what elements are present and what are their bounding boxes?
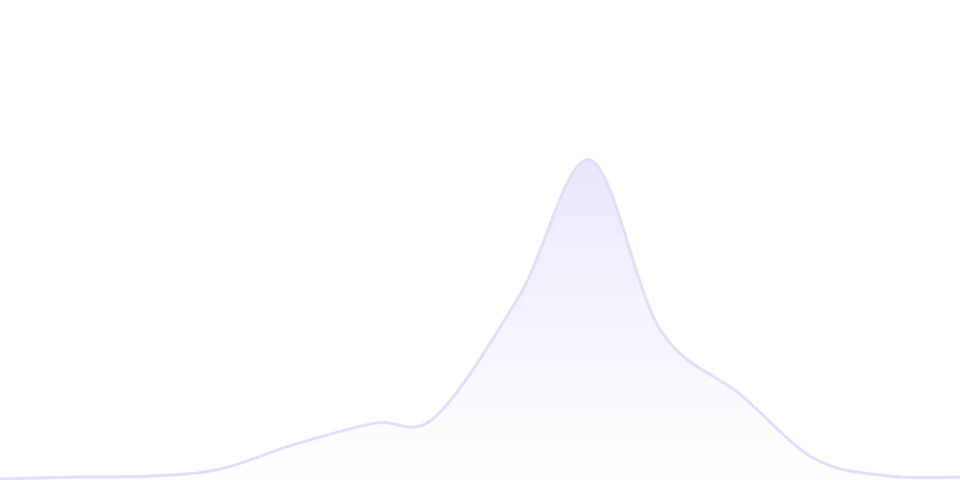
- area-fill: [0, 159, 960, 480]
- plot-area: [0, 158, 960, 480]
- series-line: [0, 158, 960, 480]
